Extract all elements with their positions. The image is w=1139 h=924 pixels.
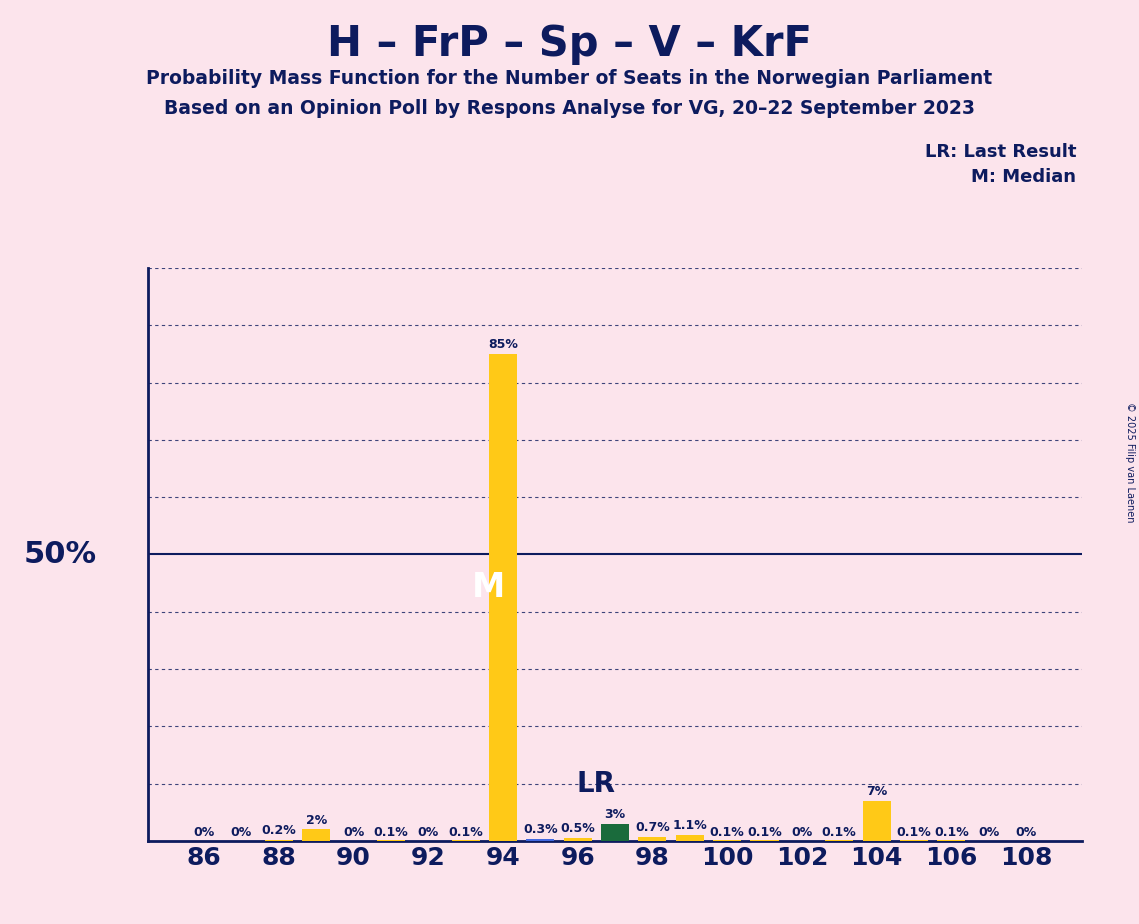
Text: 0.7%: 0.7% — [636, 821, 670, 834]
Text: 0.1%: 0.1% — [822, 826, 857, 839]
Text: 2%: 2% — [305, 813, 327, 826]
Bar — [302, 830, 330, 841]
Text: M: M — [472, 571, 505, 604]
Text: 0.1%: 0.1% — [934, 826, 968, 839]
Text: 85%: 85% — [487, 338, 518, 351]
Text: 3%: 3% — [605, 808, 625, 821]
Text: 0%: 0% — [343, 826, 364, 839]
Bar — [862, 801, 891, 841]
Text: 0%: 0% — [418, 826, 439, 839]
Text: 0.3%: 0.3% — [523, 823, 558, 836]
Text: 0.1%: 0.1% — [896, 826, 932, 839]
Bar — [564, 838, 592, 841]
Text: 7%: 7% — [866, 784, 887, 797]
Text: 0.1%: 0.1% — [747, 826, 781, 839]
Text: © 2025 Filip van Laenen: © 2025 Filip van Laenen — [1125, 402, 1134, 522]
Text: 0.1%: 0.1% — [449, 826, 483, 839]
Text: 0%: 0% — [231, 826, 252, 839]
Bar — [489, 354, 517, 841]
Text: LR: Last Result: LR: Last Result — [925, 143, 1076, 161]
Text: 0%: 0% — [978, 826, 999, 839]
Bar — [601, 823, 629, 841]
Text: 1.1%: 1.1% — [672, 819, 707, 832]
Text: 0.1%: 0.1% — [374, 826, 408, 839]
Text: 0%: 0% — [1015, 826, 1036, 839]
Text: 0.2%: 0.2% — [262, 824, 296, 837]
Text: 50%: 50% — [24, 540, 97, 569]
Text: LR: LR — [576, 770, 616, 797]
Bar — [639, 837, 666, 841]
Bar — [526, 839, 555, 841]
Text: H – FrP – Sp – V – KrF: H – FrP – Sp – V – KrF — [327, 23, 812, 65]
Text: M: Median: M: Median — [972, 168, 1076, 186]
Text: Based on an Opinion Poll by Respons Analyse for VG, 20–22 September 2023: Based on an Opinion Poll by Respons Anal… — [164, 99, 975, 118]
Text: 0.5%: 0.5% — [560, 822, 595, 835]
Bar — [675, 834, 704, 841]
Text: 0.1%: 0.1% — [710, 826, 745, 839]
Text: Probability Mass Function for the Number of Seats in the Norwegian Parliament: Probability Mass Function for the Number… — [147, 69, 992, 89]
Bar — [265, 840, 293, 841]
Text: 0%: 0% — [792, 826, 812, 839]
Text: 0%: 0% — [194, 826, 215, 839]
